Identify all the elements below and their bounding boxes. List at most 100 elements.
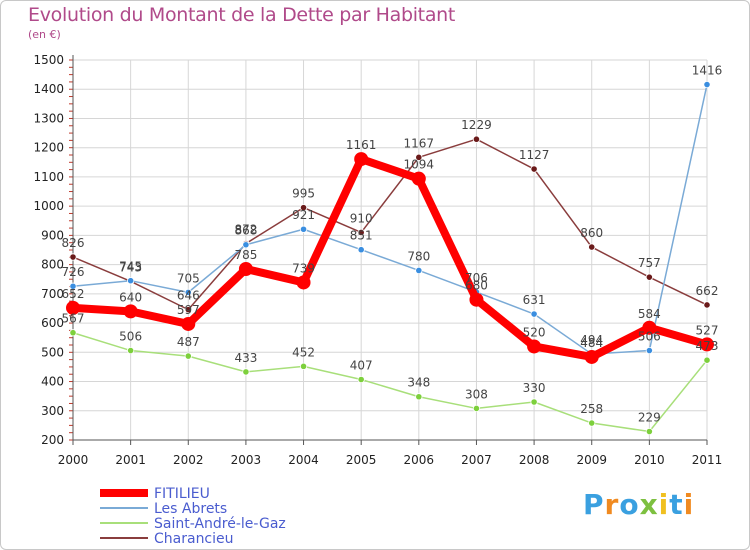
data-point: [588, 243, 596, 251]
logo-letter: t: [669, 488, 684, 521]
data-label: 407: [350, 358, 373, 372]
data-point: [69, 329, 77, 337]
data-label: 851: [350, 229, 373, 243]
series-line-fitilieu: [69, 155, 711, 361]
y-tick-label: 1100: [33, 170, 64, 184]
y-tick-label: 200: [41, 433, 64, 447]
data-point: [357, 246, 365, 254]
data-label: 473: [696, 339, 719, 353]
data-label: 995: [292, 187, 315, 201]
y-tick-label: 300: [41, 404, 64, 418]
data-point: [472, 404, 481, 413]
data-label: 487: [177, 335, 200, 349]
x-tick-label: 2003: [231, 453, 262, 467]
data-point: [472, 135, 481, 143]
data-point: [530, 165, 538, 173]
data-label: 910: [350, 211, 373, 225]
data-label: 826: [62, 236, 85, 250]
data-label: 527: [696, 323, 719, 337]
data-label: 229: [638, 411, 661, 425]
data-point: [184, 306, 192, 314]
data-label: 494: [580, 333, 603, 347]
legend-label: Charancieu: [154, 531, 234, 547]
data-point: [123, 304, 138, 319]
data-point: [184, 352, 192, 360]
logo-letter: x: [639, 488, 659, 521]
data-point: [469, 292, 484, 307]
data-point: [703, 80, 711, 89]
logo-letter: r: [604, 488, 620, 521]
series-line-charancieu: [72, 138, 708, 311]
data-point: [242, 241, 250, 249]
data-label: 860: [580, 226, 603, 240]
data-point: [642, 320, 657, 335]
data-point: [184, 288, 192, 296]
data-point: [530, 310, 538, 318]
plot-area: [73, 60, 707, 440]
data-point: [299, 204, 308, 212]
series-line-saint-andr-le-gaz: [72, 331, 708, 433]
data-point: [645, 273, 653, 281]
data-point: [69, 253, 77, 261]
y-tick-label: 1300: [33, 111, 64, 125]
x-tick-label: 2001: [115, 453, 146, 467]
data-label: 757: [638, 256, 661, 270]
data-point: [645, 346, 653, 355]
y-tick-label: 1400: [33, 82, 64, 96]
chart-title: Evolution du Montant de la Dette par Hab…: [28, 4, 456, 26]
data-point: [238, 262, 253, 276]
data-point: [527, 339, 542, 354]
data-label: 785: [234, 248, 257, 262]
data-label: 745: [119, 260, 142, 274]
data-label: 739: [292, 261, 315, 275]
data-label: 308: [465, 387, 488, 401]
data-point: [357, 375, 365, 384]
data-label: 780: [407, 249, 430, 263]
x-tick-label: 2007: [461, 453, 492, 467]
logo-letter: i: [658, 488, 670, 521]
data-label: 680: [465, 279, 488, 293]
data-label: 872: [234, 223, 257, 237]
data-label: 662: [696, 284, 719, 298]
data-label: 484: [580, 336, 603, 350]
y-tick-label: 1500: [33, 53, 64, 67]
data-point: [700, 337, 714, 352]
proxiti-logo: Proxiti: [583, 488, 694, 521]
data-point: [69, 282, 77, 290]
data-label: 868: [234, 224, 257, 238]
data-point: [703, 356, 711, 364]
y-tick-label: 700: [41, 287, 64, 301]
data-point: [354, 152, 369, 167]
data-point: [357, 228, 365, 237]
data-point: [645, 427, 653, 436]
data-label: 597: [177, 303, 200, 317]
data-label: 1416: [692, 64, 723, 78]
data-label: 452: [292, 345, 315, 359]
data-label: 1167: [404, 136, 435, 150]
data-label: 743: [119, 260, 142, 274]
legend-label: Saint-André-le-Gaz: [154, 516, 286, 532]
data-point: [415, 266, 423, 275]
data-point: [66, 300, 80, 315]
data-label: 631: [523, 293, 546, 307]
data-point: [181, 316, 196, 331]
data-label: 921: [292, 208, 315, 222]
data-label: 258: [580, 402, 603, 416]
legend-label: Les Abrets: [154, 501, 227, 517]
data-point: [299, 225, 308, 233]
x-tick-label: 2006: [404, 453, 435, 467]
data-label: 567: [62, 312, 85, 326]
data-point: [296, 275, 311, 290]
data-label: 646: [177, 289, 200, 303]
data-label: 1229: [461, 118, 492, 132]
data-point: [127, 346, 135, 355]
data-label: 1094: [404, 158, 435, 172]
data-label: 520: [523, 325, 546, 339]
data-label: 330: [523, 381, 546, 395]
data-point: [415, 153, 423, 161]
y-tick-label: 600: [41, 316, 64, 330]
x-tick-label: 2002: [173, 453, 204, 467]
data-point: [411, 171, 426, 186]
data-label: 1127: [519, 148, 550, 162]
